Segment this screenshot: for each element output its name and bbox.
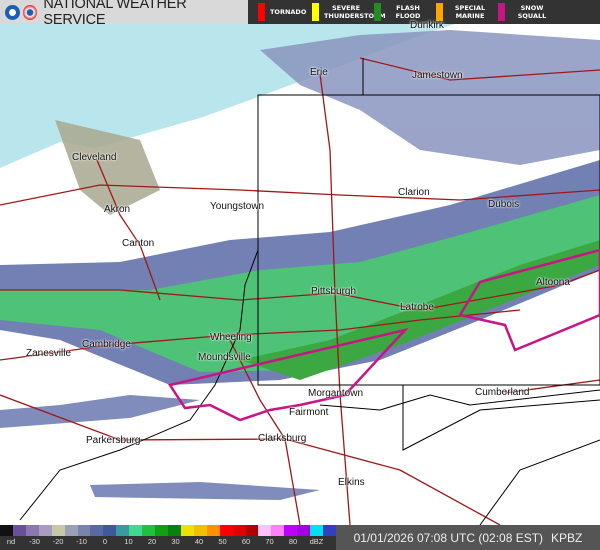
city-label: Cumberland [475,387,530,398]
scale-swatch [77,525,91,536]
legend-swatch [374,3,381,21]
scale-label: -20 [52,537,64,546]
scale-label: 20 [147,537,157,546]
city-label: Wheeling [210,332,252,343]
scale-label: 70 [265,537,274,546]
snow-squall-warnings[interactable] [167,248,600,422]
scale-label: 30 [171,537,180,546]
roads [0,57,600,525]
city-label: Cleveland [72,152,117,163]
warning-legend: TORNADO SEVERE THUNDERSTORM FLASH FLOOD SPE… [248,0,600,24]
city-label: Dunkirk [410,20,444,31]
city-label: Pittsburgh [311,286,357,297]
city-label: Latrobe [400,302,434,313]
scale-swatch [193,525,207,536]
scale-label: dBZ [309,537,324,546]
scale-label: 50 [218,537,227,546]
legend-item: SEVERE THUNDERSTORM [312,3,386,21]
timestamp: 01/01/2026 07:08 UTC (02:08 EST) [353,530,544,545]
scale-swatch [271,525,285,536]
brand: NATIONAL WEATHER SERVICE [0,0,248,28]
city-label: Dubois [488,199,520,210]
city-label: Parkersburg [86,435,141,446]
status-bar: 01/01/2026 07:08 UTC (02:08 EST) KPBZ [336,525,600,550]
legend-item: SNOW SQUALL [498,3,554,21]
city-label: Akron [104,204,131,215]
city-label: Youngstown [210,201,265,212]
scale-swatch [219,525,233,536]
scale-swatch [90,525,104,536]
nws-logo [22,4,38,20]
legend-label: FLASH FLOOD [395,4,421,20]
scale-swatch [25,525,39,536]
legend-label: TORNADO [270,8,307,16]
city-label: Fairmont [289,407,329,418]
legend-swatch [436,3,443,21]
legend-swatch [258,3,265,21]
city-label: Cambridge [82,339,131,350]
scale-swatch [206,525,220,536]
snow-squall-polygon[interactable] [458,248,600,352]
scale-label: 60 [241,537,251,546]
scale-label: nd [6,537,16,546]
scale-swatch [12,525,26,536]
city-label: Clarion [398,187,430,198]
legend-label: SEVERE THUNDERSTORM [324,4,386,20]
legend-swatch [498,3,505,21]
city-label: Erie [310,67,328,78]
header: NATIONAL WEATHER SERVICE TORNADO SEVERE T… [0,0,600,28]
scale-swatch [51,525,65,536]
scale-label: 40 [194,537,204,546]
scale-swatch [116,525,130,536]
city-label: Altoona [536,277,570,288]
scale-swatch [142,525,156,536]
noaa-logo [5,4,20,20]
legend-item: SPECIAL MARINE [436,3,492,21]
dbz-color-scale: nd -30 -20 -10 0 10 20 30 40 50 60 70 80 dBZ [0,525,336,550]
scale-label: -30 [29,537,40,546]
city-label: Zanesville [26,348,72,359]
scale-swatch [323,525,336,536]
legend-label: SNOW SQUALL [517,4,547,20]
radar-station: KPBZ [551,530,583,545]
scale-swatch [129,525,143,536]
scale-label: 0 [102,537,108,546]
scale-swatch [245,525,259,536]
scale-swatch [258,525,272,536]
scale-swatch [180,525,194,536]
scale-swatch [310,525,324,536]
scale-swatch [64,525,78,536]
scale-swatch [155,525,168,536]
scale-swatch [167,525,181,536]
scale-swatch [232,525,246,536]
scale-swatch [284,525,298,536]
scale-label: 10 [124,537,133,546]
scale-swatch [0,525,13,536]
snow-squall-polygon[interactable] [167,327,409,422]
city-label: Jamestown [412,70,463,81]
boundaries [19,58,600,525]
scale-label: 80 [288,537,298,546]
legend-item: FLASH FLOOD [374,3,430,21]
city-label: Moundsville [198,352,251,363]
legend-label: SPECIAL MARINE [454,4,486,20]
city-label: Morgantown [308,388,364,399]
scale-swatch [297,525,311,536]
footer: nd -30 -20 -10 0 10 20 30 40 50 60 70 80 dBZ 01/01/20… [0,525,600,550]
radar-echoes [0,30,600,500]
scale-label: -10 [76,537,87,546]
city-label: Canton [122,238,155,249]
legend-swatch [312,3,319,21]
scale-swatch [38,525,52,536]
city-label: Clarksburg [258,433,307,444]
radar-map[interactable] [0,24,600,525]
legend-item: TORNADO [258,3,306,21]
city-label: Elkins [338,477,365,488]
scale-swatch [103,525,117,536]
